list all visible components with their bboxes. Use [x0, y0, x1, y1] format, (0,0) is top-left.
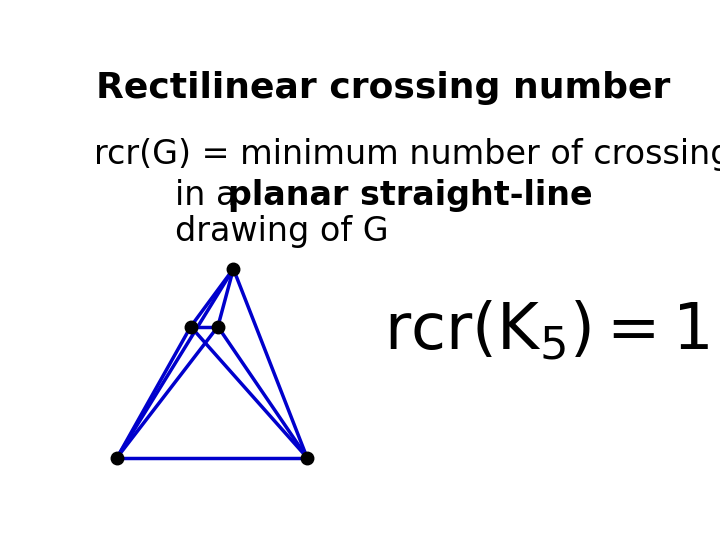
Text: planar straight-line: planar straight-line — [228, 179, 593, 212]
Text: in a: in a — [175, 179, 247, 212]
Text: rcr(G) = minimum number of crossings: rcr(G) = minimum number of crossings — [94, 138, 720, 171]
Text: drawing of G: drawing of G — [175, 215, 389, 248]
Text: $\mathregular{rcr(K_5)=1}$: $\mathregular{rcr(K_5)=1}$ — [384, 299, 710, 362]
Text: Rectilinear crossing number: Rectilinear crossing number — [96, 71, 670, 105]
